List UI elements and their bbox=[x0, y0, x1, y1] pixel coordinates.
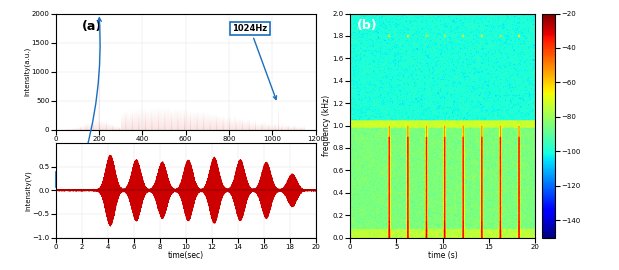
Y-axis label: frequency (kHz): frequency (kHz) bbox=[322, 95, 331, 156]
Text: wheeze: wheeze bbox=[58, 18, 102, 184]
Text: (b): (b) bbox=[357, 19, 378, 32]
X-axis label: time(sec): time(sec) bbox=[168, 251, 204, 260]
Y-axis label: Intensity(V): Intensity(V) bbox=[24, 170, 31, 211]
Text: (a): (a) bbox=[82, 20, 102, 33]
X-axis label: Hz: Hz bbox=[181, 143, 191, 152]
X-axis label: time (s): time (s) bbox=[428, 251, 457, 260]
Y-axis label: Intensity(a.u.): Intensity(a.u.) bbox=[24, 47, 30, 96]
Text: 1024Hz: 1024Hz bbox=[233, 24, 277, 99]
